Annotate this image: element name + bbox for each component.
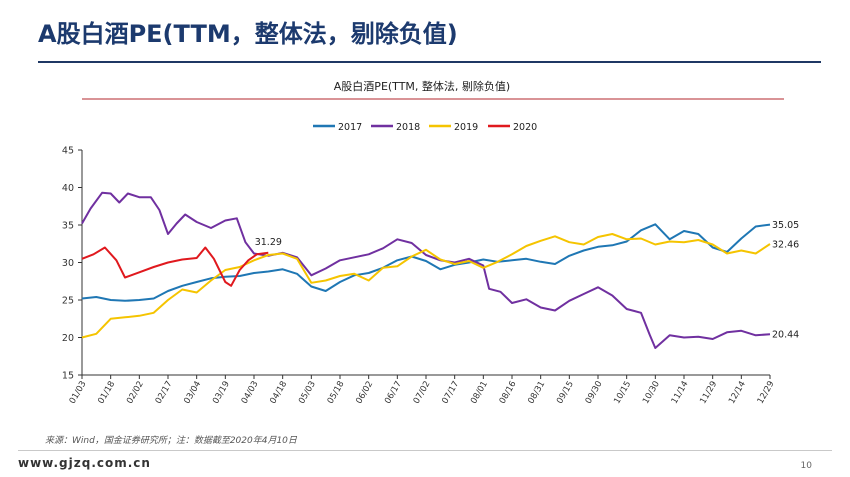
legend-label-2019: 2019 [454,122,478,133]
x-tick-label: 01/18 [96,380,117,406]
x-tick-label: 04/18 [268,380,289,406]
x-tick-label: 05/03 [297,380,318,406]
x-tick-label: 12/14 [727,380,748,406]
x-tick-label: 08/01 [469,380,490,406]
x-tick-label: 03/19 [211,380,232,406]
x-tick-label: 04/03 [240,380,261,406]
legend-label-2017: 2017 [338,122,362,133]
x-tick-label: 05/18 [326,380,347,406]
data-label: 32.46 [772,240,799,251]
chart-title: A股白酒PE(TTM, 整体法, 剔除负值) [334,79,510,93]
data-label: 20.44 [772,330,799,341]
x-tick-label: 12/29 [756,380,777,406]
series-line-2017 [81,223,771,302]
x-tick-label: 06/02 [354,380,375,406]
legend-label-2020: 2020 [513,122,537,133]
chart-legend: 2017 2018 2019 2020 [313,122,537,133]
x-tick-label: 08/31 [526,380,547,406]
y-tick-label: 40 [62,183,74,194]
x-tick-label: 10/30 [641,380,662,406]
y-tick-label: 15 [62,371,74,382]
series-line-2019 [81,233,771,339]
y-tick-label: 30 [62,258,74,269]
legend-label-2018: 2018 [396,122,420,133]
series-line-2018 [81,191,771,349]
x-tick-label: 06/17 [383,380,404,406]
data-label: 31.29 [255,237,282,248]
x-tick-label: 03/04 [182,380,203,406]
x-tick-label: 02/02 [125,380,146,406]
website-link[interactable]: www.gjzq.com.cn [18,456,151,470]
x-tick-label: 11/14 [670,380,691,406]
x-tick-label: 02/17 [154,380,175,406]
page-number: 10 [800,461,812,471]
x-tick-label: 11/29 [698,380,719,406]
x-tick-label: 09/30 [584,380,605,406]
y-tick-label: 20 [62,333,74,344]
y-tick-label: 45 [62,146,74,157]
x-tick-label: 07/17 [440,380,461,406]
y-tick-label: 25 [62,296,74,307]
x-tick-label: 01/03 [68,380,89,406]
data-label: 35.05 [772,220,799,231]
y-tick-label: 35 [62,221,74,232]
x-tick-label: 10/15 [612,380,633,406]
annotation-layer: 31.29 35.05 32.46 20.44 [255,220,799,341]
x-tick-label: 08/16 [498,380,519,406]
footer-divider [18,450,832,451]
title-divider [38,61,821,63]
slide-title: A股白酒PE(TTM，整体法，剔除负值) [38,20,458,48]
series-line-2020 [81,246,269,287]
source-note: 来源：Wind，国金证券研究所；注：数据截至2020年4月10日 [45,436,297,446]
series-layer [81,191,771,349]
x-tick-label: 09/15 [555,380,576,406]
chart-axes: 15 20 25 30 35 40 45 01/03 01/18 02/02 02/17 03/04 0… [62,146,777,406]
x-tick-label: 07/02 [412,380,433,406]
